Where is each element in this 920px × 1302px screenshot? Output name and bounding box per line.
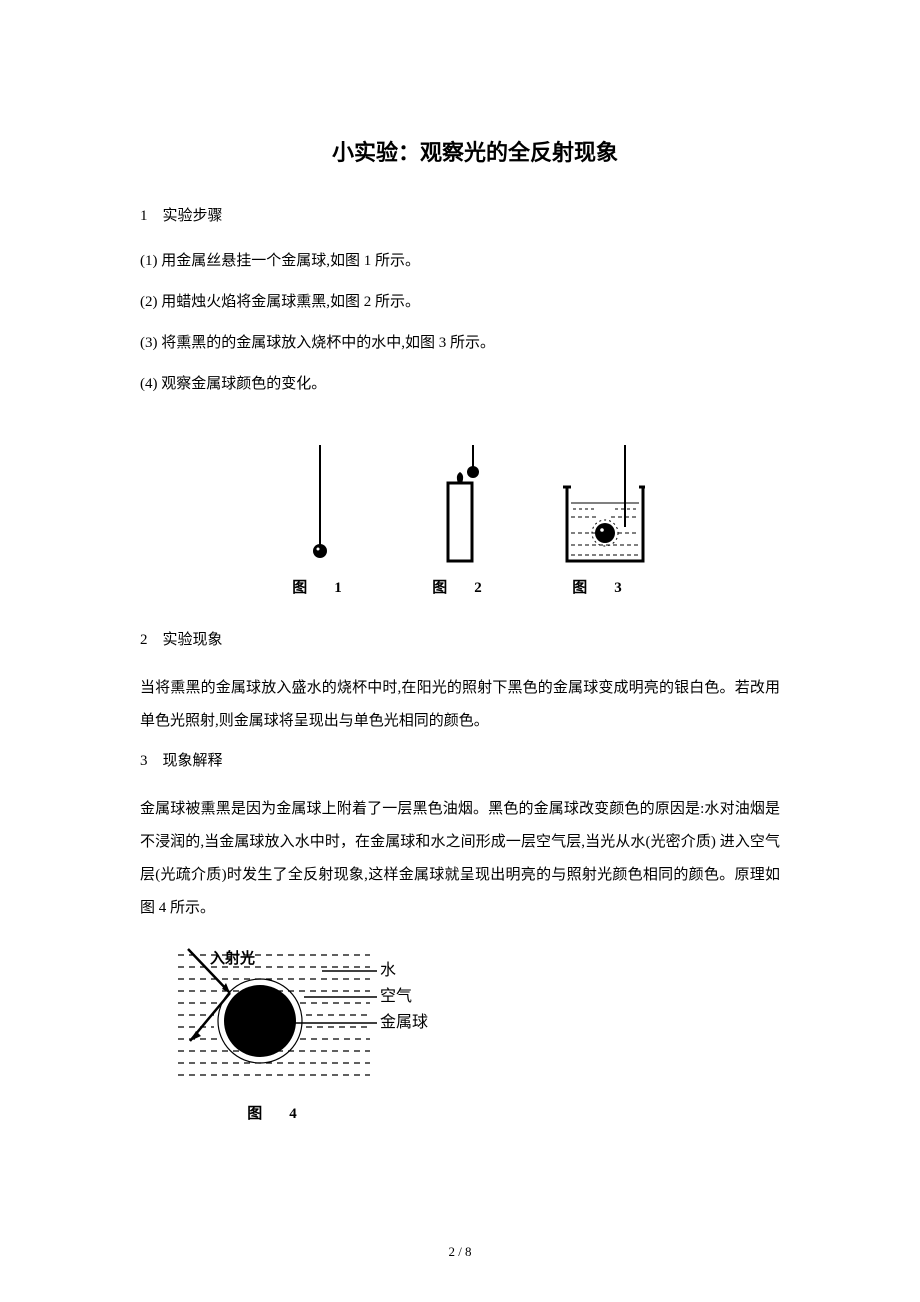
page-number: 2 / 8 bbox=[0, 1244, 920, 1260]
figure-3: 图 3 bbox=[555, 440, 645, 597]
figure-1-svg bbox=[290, 445, 350, 570]
step-1: (1) 用金属丝悬挂一个金属球,如图 1 所示。 bbox=[140, 248, 780, 275]
figure-3-label: 图 3 bbox=[572, 576, 628, 597]
section-2-body: 当将熏黑的金属球放入盛水的烧杯中时,在阳光的照射下黑色的金属球变成明亮的银白色。… bbox=[140, 672, 780, 738]
figure-4-label: 图 4 bbox=[170, 1102, 380, 1123]
section-2-heading: 2 实验现象 bbox=[140, 627, 780, 654]
fig4-incident-label: 入射光 bbox=[210, 949, 255, 967]
figure-4: 入射光 水 空气 金属球 图 4 bbox=[170, 943, 780, 1123]
figure-4-svg: 入射光 水 空气 金属球 bbox=[170, 943, 430, 1093]
fig4-ball-label: 金属球 bbox=[380, 1013, 428, 1031]
figure-1-label: 图 1 bbox=[292, 576, 348, 597]
fig4-air-label: 空气 bbox=[380, 987, 412, 1005]
step-2: (2) 用蜡烛火焰将金属球熏黑,如图 2 所示。 bbox=[140, 289, 780, 316]
section-3-heading: 3 现象解释 bbox=[140, 748, 780, 775]
section-1-heading: 1 实验步骤 bbox=[140, 203, 780, 230]
figure-row-123: 图 1 图 2 bbox=[140, 440, 780, 597]
fig4-water-label: 水 bbox=[380, 961, 396, 979]
figure-3-svg bbox=[555, 445, 645, 570]
figure-1: 图 1 bbox=[275, 440, 365, 597]
section-3-body: 金属球被熏黑是因为金属球上附着了一层黑色油烟。黑色的金属球改变颜色的原因是:水对… bbox=[140, 793, 780, 925]
figure-2-label: 图 2 bbox=[432, 576, 488, 597]
document-title: 小实验：观察光的全反射现象 bbox=[140, 135, 780, 167]
figure-2: 图 2 bbox=[415, 440, 505, 597]
step-4: (4) 观察金属球颜色的变化。 bbox=[140, 371, 780, 398]
step-3: (3) 将熏黑的的金属球放入烧杯中的水中,如图 3 所示。 bbox=[140, 330, 780, 357]
figure-2-svg bbox=[425, 445, 495, 570]
